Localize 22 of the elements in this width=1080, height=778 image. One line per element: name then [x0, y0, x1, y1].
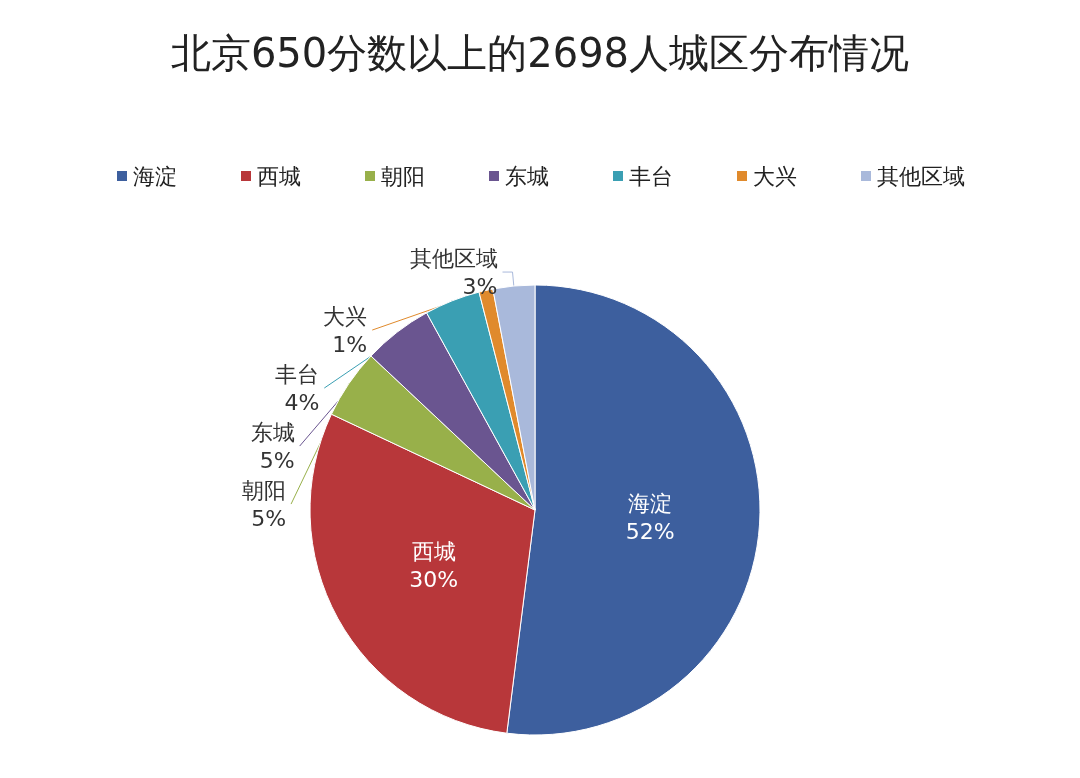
legend-label: 朝阳 [381, 163, 425, 189]
slice-label: 海淀 [628, 490, 673, 516]
slice-label: 朝阳 [242, 477, 287, 503]
slice-label: 东城 [250, 419, 295, 445]
legend-label: 大兴 [753, 163, 797, 189]
legend-label: 海淀 [133, 163, 177, 189]
data-label: 5% [259, 447, 295, 473]
data-label: 1% [332, 331, 368, 357]
data-label: 52% [625, 518, 675, 544]
legend-label: 其他区域 [877, 163, 965, 189]
chart-title: 北京650分数以上的2698人城区分布情况 [170, 30, 910, 76]
slice-label: 西城 [411, 539, 456, 565]
slice-label: 丰台 [275, 361, 320, 387]
legend-label: 东城 [505, 163, 549, 189]
legend-label: 丰台 [629, 163, 673, 189]
data-label: 4% [284, 389, 320, 415]
data-label: 3% [462, 273, 498, 299]
slice-label: 大兴 [323, 303, 368, 329]
data-label: 30% [409, 567, 459, 593]
data-label: 5% [251, 505, 287, 531]
legend-label: 西城 [257, 163, 301, 189]
slice-label: 其他区域 [409, 245, 498, 271]
